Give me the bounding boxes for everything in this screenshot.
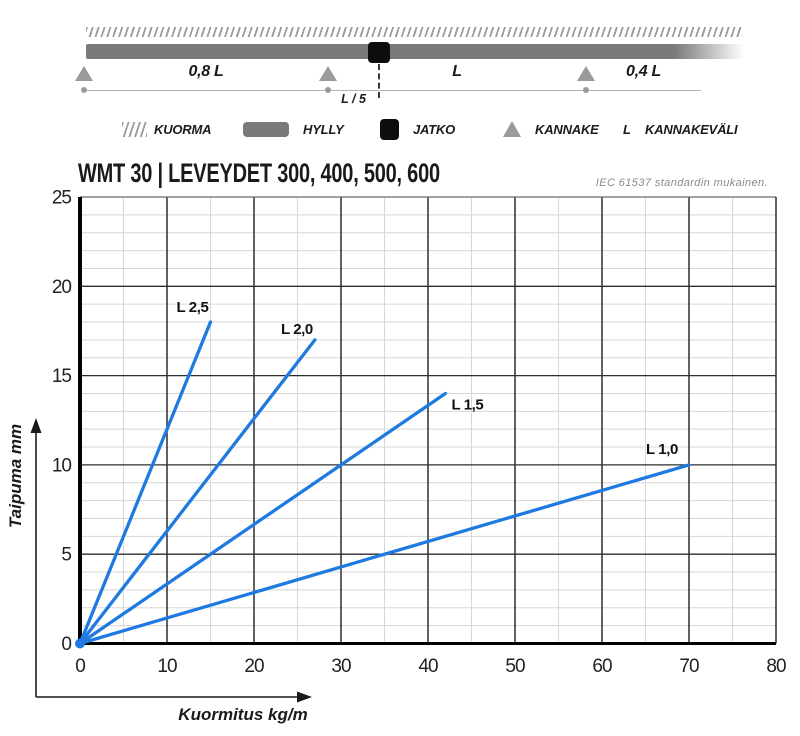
svg-text:50: 50 [505,656,525,677]
standard-note: IEC 61537 standardin mukainen. [595,177,768,189]
svg-text:0: 0 [75,656,85,677]
svg-text:L 2,0: L 2,0 [281,321,313,338]
joint-square-icon [380,119,399,140]
svg-text:5: 5 [61,545,71,566]
svg-text:10: 10 [52,455,72,476]
svg-text:0: 0 [61,634,71,655]
shelf-bar [86,44,747,59]
svg-text:L 1,0: L 1,0 [646,441,678,458]
y-axis-label: Taipuma mm [6,424,25,528]
dimension-dot [325,87,331,93]
svg-text:20: 20 [52,277,72,298]
span-label-1: 0,8 L [188,63,224,80]
legend-label-kannake: KANNAKE [535,122,599,137]
support-triangle-icon [319,66,337,81]
svg-text:60: 60 [592,656,612,677]
shelf-icon [243,122,289,137]
load-hatch-icon [122,122,147,137]
legend-label-hylly: HYLLY [303,122,344,137]
dimension-dot [583,87,589,93]
svg-text:70: 70 [679,656,699,677]
legend-label-jatko: JATKO [413,122,456,137]
svg-text:30: 30 [331,656,351,677]
joint-dashed-line [378,64,380,98]
span-label-3: 0,4 L [626,63,661,80]
support-triangle-icon [577,66,595,81]
page-title: WMT 30 | LEVEYDET 300, 400, 500, 600 [78,158,440,188]
legend-label-kannakevali: KANNAKEVÄLI [645,122,738,137]
joint-square-icon [368,42,390,63]
svg-text:10: 10 [157,656,177,677]
legend-label-kuorma: KUORMA [154,122,212,137]
svg-text:L 1,5: L 1,5 [451,396,483,413]
dimension-dot [81,87,87,93]
svg-text:25: 25 [52,188,72,209]
svg-text:15: 15 [52,366,72,387]
svg-text:20: 20 [244,656,264,677]
svg-text:L 2,5: L 2,5 [177,299,209,316]
dimension-line [84,90,701,91]
svg-text:80: 80 [766,656,786,677]
svg-text:40: 40 [418,656,438,677]
support-triangle-icon [503,121,521,137]
support-triangle-icon [75,66,93,81]
x-axis-label: Kuormitus kg/m [178,705,307,724]
legend-symbol-l: L [623,122,631,137]
span-label-2: L [452,63,462,80]
load-hatch-icon [86,27,743,37]
offset-label: L / 5 [341,92,366,106]
